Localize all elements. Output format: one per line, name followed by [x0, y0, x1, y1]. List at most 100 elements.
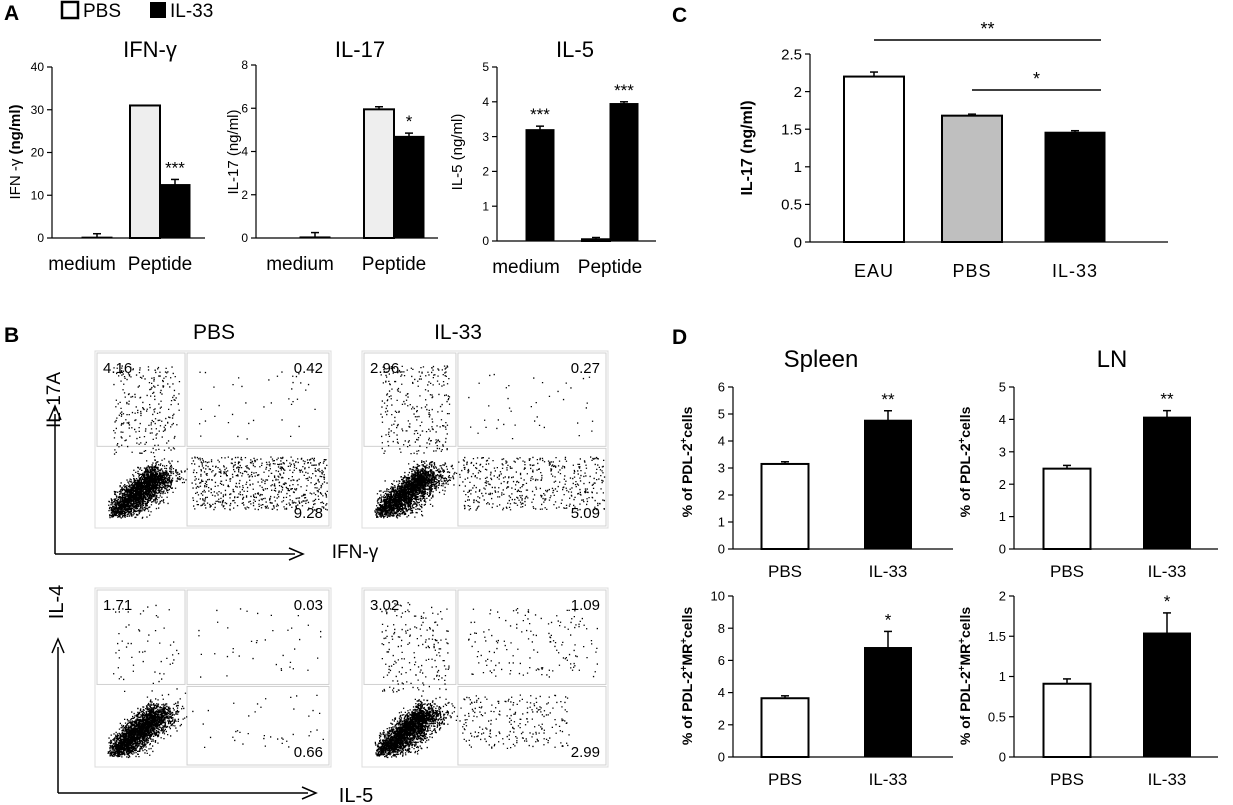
chart-5-y-tick-label: 5 [999, 380, 1006, 395]
chart-3-bar-il33 [1044, 131, 1106, 243]
flow-plot-frame [361, 350, 609, 529]
chart-2-bar-pbs [581, 238, 611, 242]
chart-4-significance: ** [881, 390, 895, 409]
chart-2-y-tick-label: 0 [482, 234, 489, 248]
chart-0-bar-pbs [129, 104, 161, 239]
chart-3-significance: * [1033, 69, 1040, 89]
chart-0-y-tick-label: 0 [37, 231, 44, 245]
chart-a2: 0 2 4 6 8 IL-17 IL-17 (ng/ml) medium Peptide * [225, 37, 438, 275]
flow-quadrant-lr: 2.99 [571, 744, 600, 761]
flow-plot-events [374, 602, 598, 759]
chart-6-y-tick-label: 6 [718, 653, 725, 668]
chart-4-y-tick-label: 1 [718, 515, 725, 530]
chart-7-y-tick-label: 2 [999, 589, 1006, 604]
legend: PBS IL-33 [60, 0, 213, 22]
chart-7-significance: * [1164, 592, 1171, 611]
chart-0-title: IFN-γ [123, 37, 177, 62]
flow-column-title-il33: IL-33 [434, 321, 482, 344]
flow-gate-upper-left [363, 352, 457, 447]
legend-swatch-il33 [150, 2, 166, 18]
chart-4-y-tick-label: 3 [718, 461, 725, 476]
chart-2-y-tick-label: 1 [482, 199, 489, 213]
chart-6-y-tick-label: 8 [718, 621, 725, 636]
flow-gate-lower-right [186, 685, 330, 766]
chart-3-category-label: EAU [854, 261, 894, 281]
flow-row1-xlabel: IFN-γ [332, 542, 379, 563]
legend-label-pbs: PBS [83, 1, 121, 22]
flow-row2-x-arrow [301, 786, 318, 800]
flow-gate-upper-right [186, 352, 330, 447]
chart-1-y-tick-label: 4 [241, 145, 248, 159]
chart-2-title: IL-5 [556, 37, 594, 62]
chart-2-ylabel: IL-5 (ng/ml) [449, 114, 466, 191]
chart-1-y-tick-label: 2 [241, 188, 248, 202]
flow-gate-lower-right [457, 685, 607, 766]
chart-0-y-tick-label: 40 [31, 60, 45, 74]
flow-plot-events [107, 604, 324, 759]
chart-7-bar-pbs [1042, 682, 1092, 758]
chart-6-y-tick-label: 2 [718, 717, 725, 732]
chart-0-y-tick-label: 30 [31, 103, 45, 117]
chart-2-y-tick-label: 4 [482, 95, 489, 109]
chart-5-category-label: IL-33 [1148, 562, 1187, 581]
chart-5-category-label: PBS [1050, 562, 1084, 581]
chart-3-y-tick-label: 1 [794, 159, 802, 176]
chart-7-ylabel: % of PDL-2+MR+cells [957, 607, 974, 745]
chart-5-y-tick-label: 1 [999, 509, 1006, 524]
chart-2-y-tick-label: 3 [482, 130, 489, 144]
flow-row2-ylabel: IL-4 [46, 585, 68, 619]
flow-quadrant-ur: 0.27 [571, 360, 600, 377]
flow-gate-upper-left [96, 589, 186, 685]
chart-4-bar-il33 [864, 419, 912, 550]
flow-gate-upper-right [186, 589, 330, 685]
chart-2-bar-il33 [525, 129, 555, 242]
chart-2-category-label: Peptide [578, 257, 642, 278]
chart-4-title: Spleen [784, 346, 859, 373]
chart-5-bar-pbs [1042, 467, 1092, 551]
chart-1-title: IL-17 [335, 37, 385, 62]
chart-5-ylabel: % of PDL-2+cells [957, 406, 974, 517]
chart-0-y-tick-label: 20 [31, 146, 45, 160]
chart-0-y-tick-label: 10 [31, 188, 45, 202]
chart-5-y-tick-label: 2 [999, 477, 1006, 492]
flow-plot-frame [361, 587, 609, 768]
chart-4-ylabel: % of PDL-2+cells [679, 406, 696, 517]
legend-label-il33: IL-33 [170, 1, 213, 22]
chart-2-y-tick-label: 5 [482, 60, 489, 74]
flow-gate-upper-right [457, 589, 607, 685]
flow-quadrant-ul: 4.16 [103, 360, 132, 377]
flow-quadrant-ur: 0.42 [294, 360, 323, 377]
chart-6-bar-pbs [760, 697, 810, 758]
chart-3-category-label: PBS [952, 261, 991, 281]
chart-7-bar-il33 [1143, 632, 1191, 758]
chart-6-y-tick-label: 4 [718, 685, 725, 700]
chart-2-significance: *** [530, 105, 550, 124]
chart-1-ylabel: IL-17 (ng/ml) [225, 109, 242, 194]
chart-5-significance: ** [1160, 390, 1174, 409]
chart-6-category-label: PBS [768, 770, 802, 789]
flow-gate-upper-left [96, 352, 186, 447]
flow-quadrant-ul: 3.02 [370, 597, 399, 614]
flow-row2-xlabel: IL-5 [339, 785, 373, 805]
flow-gate-lower-right [186, 447, 330, 527]
chart-1-category-label: Peptide [362, 254, 426, 275]
chart-7-category-label: IL-33 [1148, 770, 1187, 789]
flow-plot: 1.71 0.03 0.66 [94, 587, 332, 768]
chart-1-y-tick-label: 6 [241, 101, 248, 115]
chart-5-title: LN [1097, 346, 1128, 373]
chart-2-category-label: medium [492, 257, 560, 278]
chart-4-y-tick-label: 6 [718, 380, 725, 395]
chart-6-significance: * [885, 610, 892, 629]
flow-plots: 4.16 0.42 9.28 2.96 0.27 5.09 1.71 0.03 0.66 3.02… [94, 350, 609, 768]
flow-gate-lower-right [457, 447, 607, 527]
chart-0-category-label: medium [48, 254, 116, 275]
chart-0-bar-il33 [81, 236, 113, 239]
flow-plot: 3.02 1.09 2.99 [361, 587, 609, 768]
flow-quadrant-lr: 5.09 [571, 505, 600, 522]
flow-quadrant-lr: 0.66 [294, 744, 323, 761]
chart-0-bar-il33 [159, 184, 191, 239]
flow-plot-frame [94, 587, 332, 768]
chart-0-category-label: Peptide [128, 254, 192, 275]
